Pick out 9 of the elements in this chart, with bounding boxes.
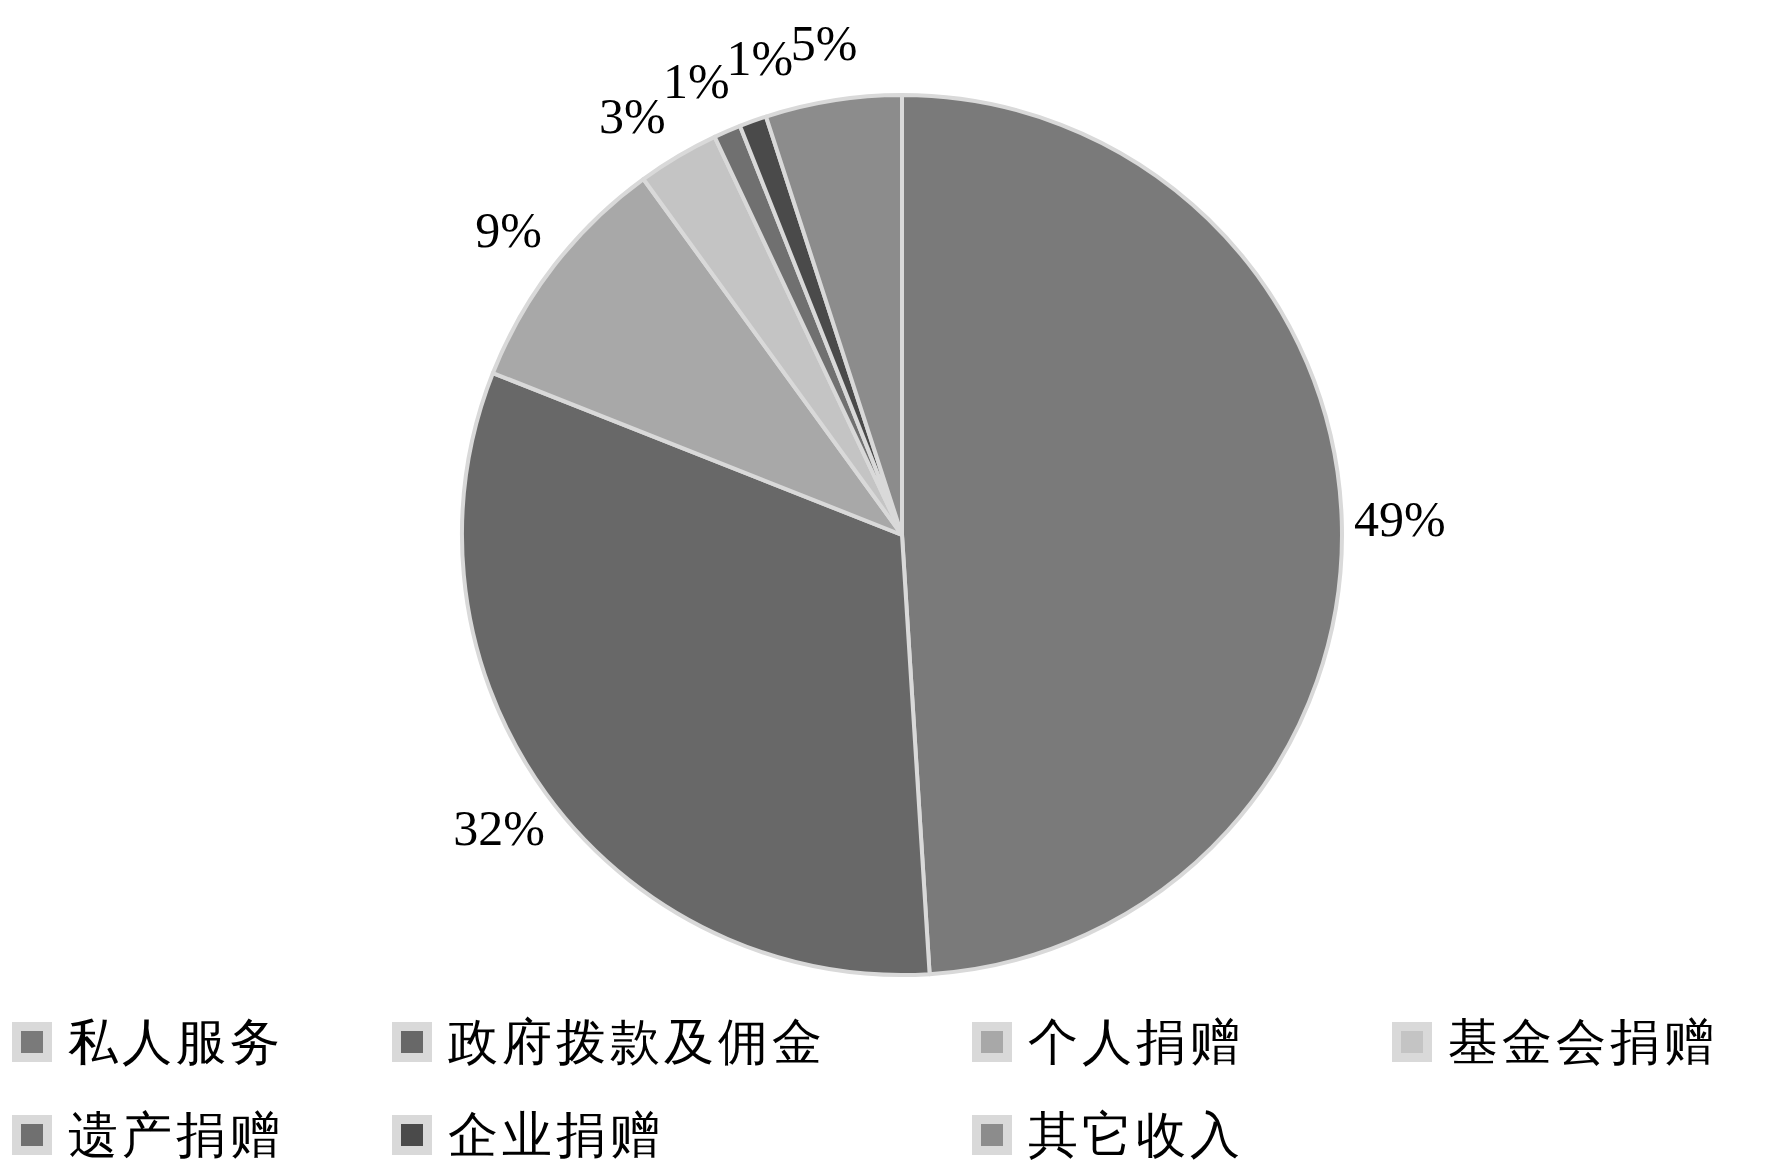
data-label: 9%	[475, 201, 542, 258]
legend-label: 私人服务	[68, 1014, 284, 1070]
legend-label: 基金会捐赠	[1448, 1014, 1718, 1070]
data-label: 49%	[1353, 491, 1446, 548]
data-label: 32%	[453, 799, 545, 856]
legend-label: 遗产捐赠	[68, 1107, 284, 1163]
legend-label: 企业捐赠	[448, 1107, 664, 1163]
legend-label: 其它收入	[1028, 1107, 1244, 1163]
legend-label: 个人捐赠	[1028, 1014, 1244, 1070]
